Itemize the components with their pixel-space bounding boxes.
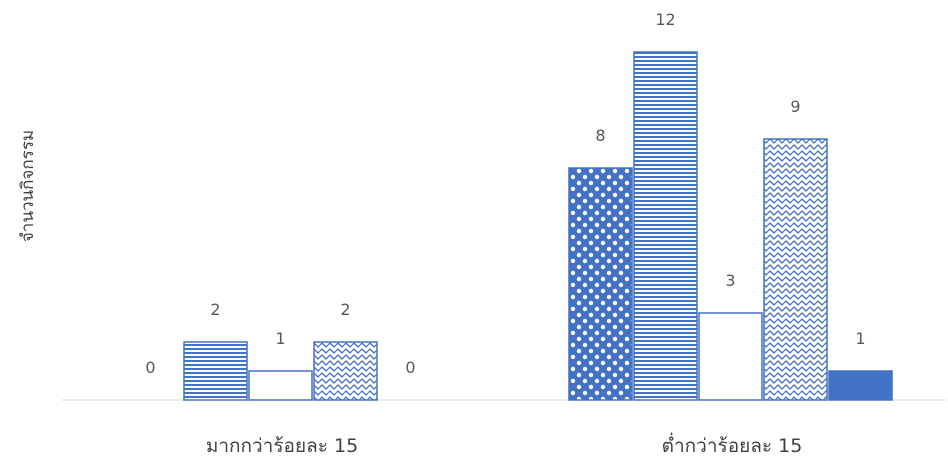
bar-c1-s4 xyxy=(313,341,378,401)
bars-group xyxy=(183,51,893,401)
bar-c2-s5 xyxy=(828,370,893,401)
data-label-c2-s2: 12 xyxy=(655,10,675,29)
bar-c1-s2 xyxy=(183,341,248,401)
data-label-c2-s3: 3 xyxy=(725,271,735,290)
bar-c2-s2 xyxy=(633,51,698,401)
data-label-c1-s3: 1 xyxy=(275,329,285,348)
bar-c2-s4 xyxy=(763,138,828,401)
data-label-c2-s1: 8 xyxy=(595,126,605,145)
bar-c2-s1 xyxy=(568,167,633,401)
data-label-c1-s4: 2 xyxy=(340,300,350,319)
x-tick-label-2: ต่ำกว่าร้อยละ 15 xyxy=(662,432,803,457)
bar-c1-s3 xyxy=(248,370,313,401)
bar-c2-s3 xyxy=(698,312,763,401)
data-label-c1-s1: 0 xyxy=(145,358,155,377)
data-label-c2-s5: 1 xyxy=(855,329,865,348)
data-label-c1-s2: 2 xyxy=(210,300,220,319)
data-label-c2-s4: 9 xyxy=(790,97,800,116)
x-tick-label-1: มากกว่าร้อยละ 15 xyxy=(206,435,358,457)
y-axis-title: จำนวนกิจกรรม xyxy=(18,130,38,242)
data-label-c1-s5: 0 xyxy=(405,358,415,377)
